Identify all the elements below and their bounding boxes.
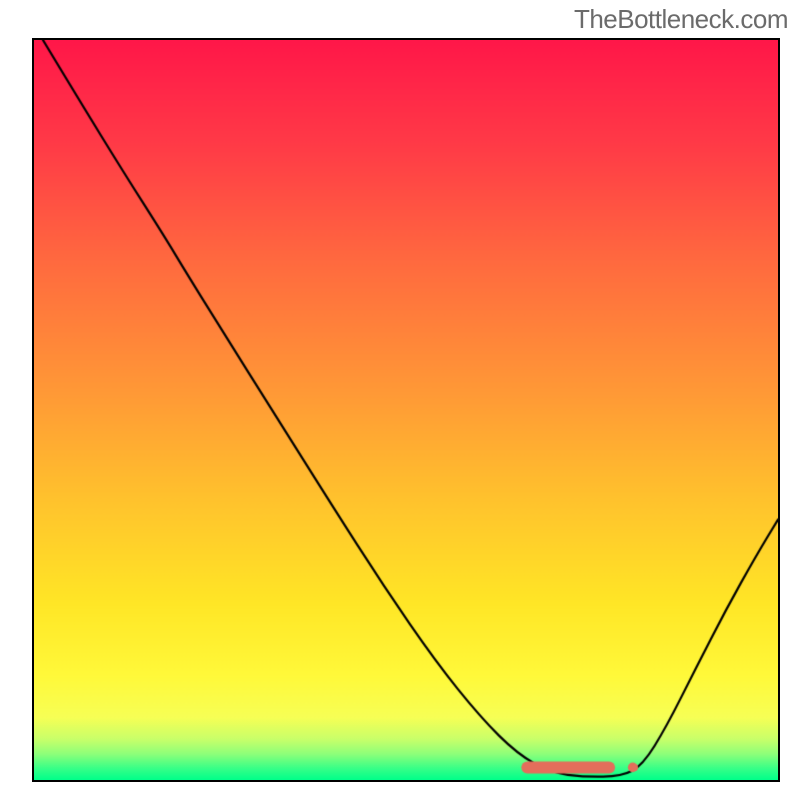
chart-plot-area: [32, 38, 780, 782]
chart-container: TheBottleneck.com: [0, 0, 800, 800]
site-watermark: TheBottleneck.com: [574, 4, 788, 35]
chart-canvas: [34, 40, 778, 780]
